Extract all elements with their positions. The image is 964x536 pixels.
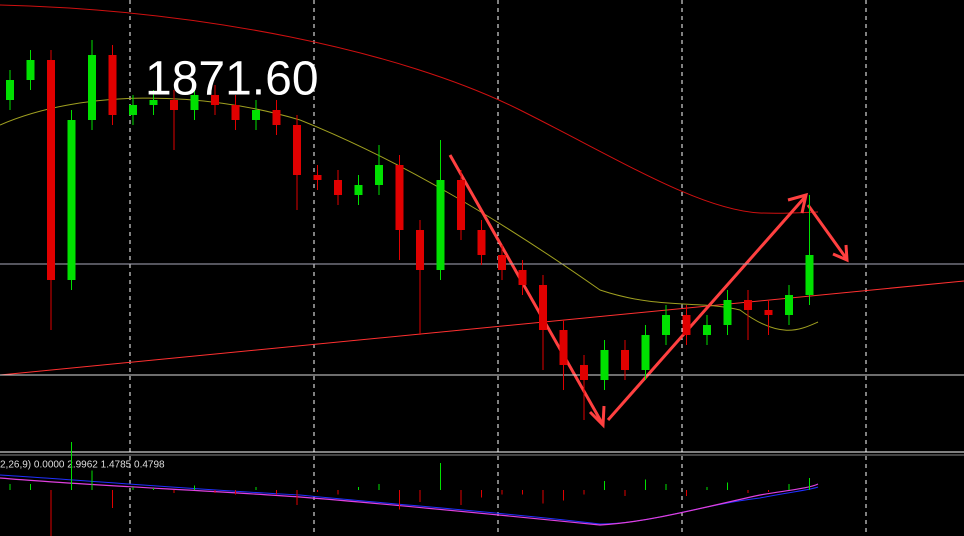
candle-body [539,285,547,330]
candle-body [559,330,568,365]
candle-body [641,335,650,370]
candle-body [518,270,527,285]
candle-body [149,100,158,105]
ma-line [0,4,819,214]
macd-signal [0,474,819,525]
candle-body [334,180,342,195]
candle-body [67,120,76,280]
candle-body [662,315,670,335]
candle-body [805,255,814,295]
ma-line [0,97,819,331]
candle-body [313,175,322,180]
candle-body [600,350,609,380]
arrows [448,154,849,429]
candle-body [108,55,117,115]
candle-body [47,60,55,280]
candle-body [129,105,137,115]
candle-body [682,315,691,335]
indicator-label: 2,26,9) 0.0000 2.9962 1.4785 0.4798 [0,460,165,471]
candle-body [764,310,773,315]
candle-body [26,60,35,80]
candle-body [744,300,752,310]
candle-body [354,185,363,195]
candle-body [231,105,240,120]
candle-body [395,165,404,230]
candle-body [621,350,629,370]
candle-body [211,95,219,105]
candle-body [190,95,199,110]
candle-body [6,80,14,100]
candle-body [170,100,178,110]
candle-body [723,300,732,325]
price-label: 1871.60 [145,53,319,106]
trend-line [0,280,964,376]
candle-body [703,325,711,335]
candle-body [477,230,486,255]
candle-body [272,110,281,125]
candle-body [785,295,793,315]
candle-body [580,365,588,380]
candle-body [293,125,301,175]
candle-body [498,255,506,270]
candle-body [88,55,96,120]
candle-body [252,110,260,120]
macd-line [0,477,819,526]
candle-body [457,180,465,230]
candle-body [375,165,383,185]
candle-body [416,230,424,270]
candle-body [436,180,445,270]
